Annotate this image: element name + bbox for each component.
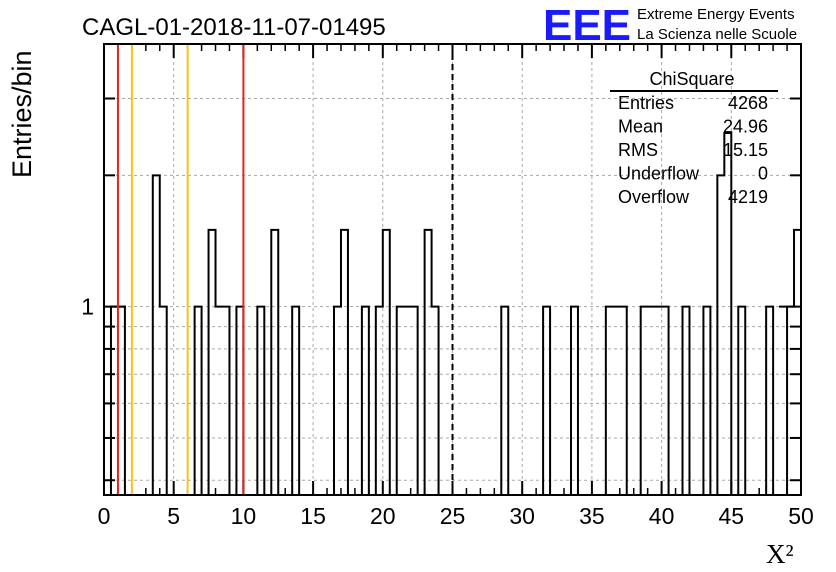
x-tick-label: 0 [98,503,111,529]
chart-title: CAGL-01-2018-11-07-01495 [82,14,386,41]
histogram-bin [236,307,243,495]
eee-logo-mark: EEE [543,1,631,50]
histogram-bin [571,307,578,495]
x-tick-label: 25 [440,503,466,529]
stats-value: 24.96 [723,117,768,137]
x-axis-label: X² [766,539,794,569]
histogram-bin [620,307,627,495]
histogram-bin [501,307,508,495]
histogram-bin [717,175,724,495]
histogram-bin [404,307,411,495]
histogram-bin [683,307,690,495]
histogram-bin [655,307,662,495]
histogram-bin [376,307,383,495]
x-tick-label: 30 [509,503,535,529]
histogram [104,132,802,496]
stats-label: Entries [618,93,674,113]
histogram-bin [543,307,550,495]
histogram-bin [606,307,613,495]
stats-value: 4219 [728,187,768,207]
histogram-bin [613,307,620,495]
x-tick-label: 15 [300,503,326,529]
stats-box: ChiSquare Entries 4268 Mean 24.96 RMS 15.15 Un… [610,69,778,207]
x-tick-label: 50 [788,503,814,529]
x-tick-label: 5 [167,503,180,529]
histogram-bin [641,307,648,495]
histogram-bin [411,307,418,495]
histogram-bin [160,307,167,495]
stats-label: Underflow [618,164,700,184]
y-axis-label: Entries/bin [7,50,37,178]
x-tick-label: 45 [719,503,745,529]
histogram-outline [104,132,802,496]
histogram-bin [195,307,202,495]
histogram-bin [111,307,118,495]
histogram-bin [703,307,710,495]
eee-logo-line1: Extreme Energy Events [637,6,795,23]
stats-label: Mean [618,117,663,137]
histogram-bin [341,230,348,495]
histogram-bin [738,307,745,495]
histogram-bin [662,307,669,495]
x-tick-label: 20 [370,503,396,529]
x-tick-label: 40 [649,503,675,529]
histogram-bin [794,230,801,495]
plot-frame [103,43,802,496]
histogram-bin [383,230,390,495]
stats-value: 15.15 [723,140,768,160]
threshold-lines [116,44,454,495]
histogram-bin [648,307,655,495]
histogram-bin [209,230,216,495]
eee-logo: EEE Extreme Energy Events La Scienza nel… [543,1,797,50]
histogram-bin [257,307,264,495]
histogram-bin [153,175,160,495]
histogram-bin [787,307,794,495]
histogram-bin [362,307,369,495]
histogram-bin [766,307,773,495]
histogram-bin [292,307,299,495]
y-tick-label: 1 [81,294,94,320]
histogram-bin [397,307,404,495]
histogram-bin [271,230,278,495]
stats-box-title: ChiSquare [649,69,734,89]
histogram-bin [432,307,439,495]
histogram-bin [334,307,341,495]
histogram-bin [425,230,432,495]
x-tick-label: 35 [579,503,605,529]
stats-label: RMS [618,140,658,160]
tick-labels: 0 5 10 15 20 25 30 35 40 45 50 1 [81,294,814,529]
stats-value: 0 [758,164,768,184]
histogram-bin [216,307,223,495]
stats-value: 4268 [728,93,768,113]
eee-logo-line2: La Scienza nelle Scuole [637,26,797,43]
x-tick-label: 10 [231,503,257,529]
histogram-bin [222,307,229,495]
histogram-bin [118,307,125,495]
stats-label: Overflow [618,187,690,207]
